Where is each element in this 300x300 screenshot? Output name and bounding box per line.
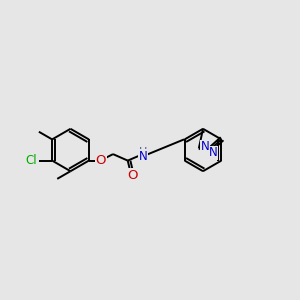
Text: N: N — [209, 146, 218, 159]
Text: O: O — [127, 169, 137, 182]
Text: Cl: Cl — [25, 154, 37, 167]
Text: H: H — [201, 146, 209, 156]
Text: O: O — [95, 154, 106, 167]
Text: N: N — [201, 140, 209, 153]
Text: N: N — [139, 150, 147, 163]
Text: H: H — [139, 147, 147, 158]
